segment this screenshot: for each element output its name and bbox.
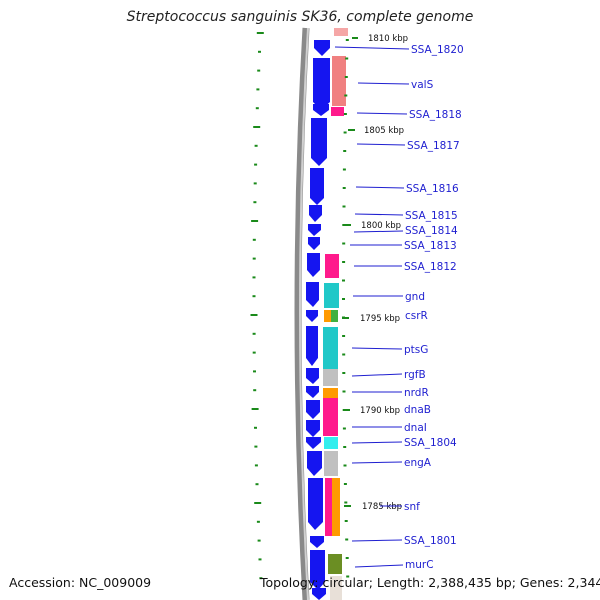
cog-block-snf-pink <box>325 478 332 536</box>
cog-block-ssa1820 <box>334 28 348 36</box>
cog-block-rgfb <box>323 369 338 386</box>
leader-line <box>351 539 403 542</box>
gene-label-ssa1815[interactable]: SSA_1815 <box>405 210 458 222</box>
gene-arrow-snf[interactable] <box>308 478 323 530</box>
gene-label-ptsg[interactable]: ptsG <box>404 344 428 356</box>
cog-block-enga <box>324 451 338 476</box>
gene-label-ssa1812[interactable]: SSA_1812 <box>404 261 457 273</box>
genome-backbone <box>294 27 310 600</box>
kbp-label: 1810 kbp <box>368 34 408 44</box>
gene-arrow-murc[interactable] <box>310 550 325 590</box>
gene-arrow-gnd[interactable] <box>306 282 319 307</box>
gene-arrow-dnab[interactable] <box>306 400 320 419</box>
leader-line <box>351 461 403 464</box>
gene-arrow-ssa1812[interactable] <box>307 253 320 277</box>
kbp-label: 1800 kbp <box>361 221 401 231</box>
accession-text: Accession: NC_009009 <box>9 575 152 590</box>
gene-label-dnab[interactable]: dnaB <box>404 404 431 416</box>
map-title: Streptococcus sanguinis SK36, complete g… <box>126 9 474 25</box>
gene-arrow-ssa1814[interactable] <box>308 224 321 236</box>
leader-line <box>334 46 410 50</box>
cog-block-gnd <box>324 283 339 308</box>
gene-label-ssa1813[interactable]: SSA_1813 <box>404 240 457 252</box>
gene-track <box>306 40 330 600</box>
gene-arrow-ssa1815[interactable] <box>309 205 322 222</box>
kbp-scale: 1810 kbp 1805 kbp 1800 kbp 1795 kbp 1790… <box>342 34 408 512</box>
cog-block-csrr-green <box>331 310 338 322</box>
inner-tick-row <box>342 39 350 578</box>
leader-line <box>353 230 404 233</box>
kbp-label: 1785 kbp <box>362 502 402 512</box>
gene-arrow-ssa1820[interactable] <box>314 40 330 56</box>
gene-label-vals[interactable]: valS <box>411 79 434 91</box>
gene-label-ssa1814[interactable]: SSA_1814 <box>405 225 458 237</box>
gene-arrow-dnai[interactable] <box>306 420 320 437</box>
gene-arrow-vals[interactable] <box>313 58 330 110</box>
leader-line <box>351 441 403 444</box>
kbp-label: 1790 kbp <box>360 406 400 416</box>
gene-arrow-rgfb[interactable] <box>306 368 319 384</box>
leader-line <box>354 564 404 568</box>
cog-block-ssa1818 <box>331 107 344 116</box>
gene-arrow-ptsg[interactable] <box>306 326 318 366</box>
gene-label-ssa1818[interactable]: SSA_1818 <box>409 109 462 121</box>
gene-label-dnai[interactable]: dnaI <box>404 422 427 434</box>
gene-label-ssa1820[interactable]: SSA_1820 <box>411 44 464 56</box>
cog-block-csrr-orange <box>324 310 331 322</box>
gene-arrow-ssa1816[interactable] <box>310 168 324 205</box>
cog-block-snf-orange <box>332 478 340 536</box>
leader-line <box>356 143 406 146</box>
cog-block-ptsg <box>323 327 338 369</box>
gene-arrow-ssa1813[interactable] <box>308 237 320 250</box>
cog-block-vals <box>332 56 346 106</box>
cog-block-ssa1804 <box>324 437 338 449</box>
gene-arrow-enga[interactable] <box>307 451 322 476</box>
genome-backbone-highlight <box>299 27 309 600</box>
gene-label-ssa1804[interactable]: SSA_1804 <box>404 437 457 449</box>
cog-block-murc <box>328 554 342 574</box>
topology-text: Topology: circular; Length: 2,388,435 bp… <box>260 575 600 590</box>
gene-label-ssa1801[interactable]: SSA_1801 <box>404 535 457 547</box>
gene-arrow-bottom[interactable] <box>312 588 326 600</box>
cog-track <box>323 28 348 600</box>
cog-block-dnab <box>323 398 338 436</box>
gene-labels: SSA_1820 valS SSA_1818 SSA_1817 SSA_1816… <box>334 44 464 571</box>
leader-line <box>357 82 410 85</box>
gene-label-ssa1817[interactable]: SSA_1817 <box>407 140 460 152</box>
gene-label-murc[interactable]: murC <box>405 559 434 571</box>
gene-label-snf[interactable]: snf <box>404 501 420 513</box>
kbp-label: 1795 kbp <box>360 314 400 324</box>
gene-label-gnd[interactable]: gnd <box>405 291 425 303</box>
cog-block-ssa1812 <box>325 254 339 278</box>
cog-block-bottom <box>330 576 342 600</box>
leader-line <box>351 347 403 350</box>
gene-arrow-ssa1804[interactable] <box>306 437 321 449</box>
outer-tick-row <box>250 32 264 580</box>
gene-arrow-ssa1801[interactable] <box>310 536 324 548</box>
gene-arrow-ssa1818[interactable] <box>313 104 329 116</box>
gene-label-enga[interactable]: engA <box>404 457 432 469</box>
leader-line <box>351 373 403 377</box>
gene-label-rgfb[interactable]: rgfB <box>404 369 426 381</box>
gene-label-ssa1816[interactable]: SSA_1816 <box>406 183 459 195</box>
leader-line <box>355 186 405 189</box>
gene-arrow-nrdr[interactable] <box>306 386 319 398</box>
gene-label-nrdr[interactable]: nrdR <box>404 387 429 399</box>
gene-label-csrr[interactable]: csrR <box>405 310 428 322</box>
gene-arrow-ssa1817[interactable] <box>311 118 327 166</box>
kbp-label: 1805 kbp <box>364 126 404 136</box>
gene-arrow-csrr[interactable] <box>306 310 318 322</box>
cog-block-nrdr <box>323 388 338 398</box>
leader-line <box>356 112 408 115</box>
leader-line <box>354 213 404 216</box>
